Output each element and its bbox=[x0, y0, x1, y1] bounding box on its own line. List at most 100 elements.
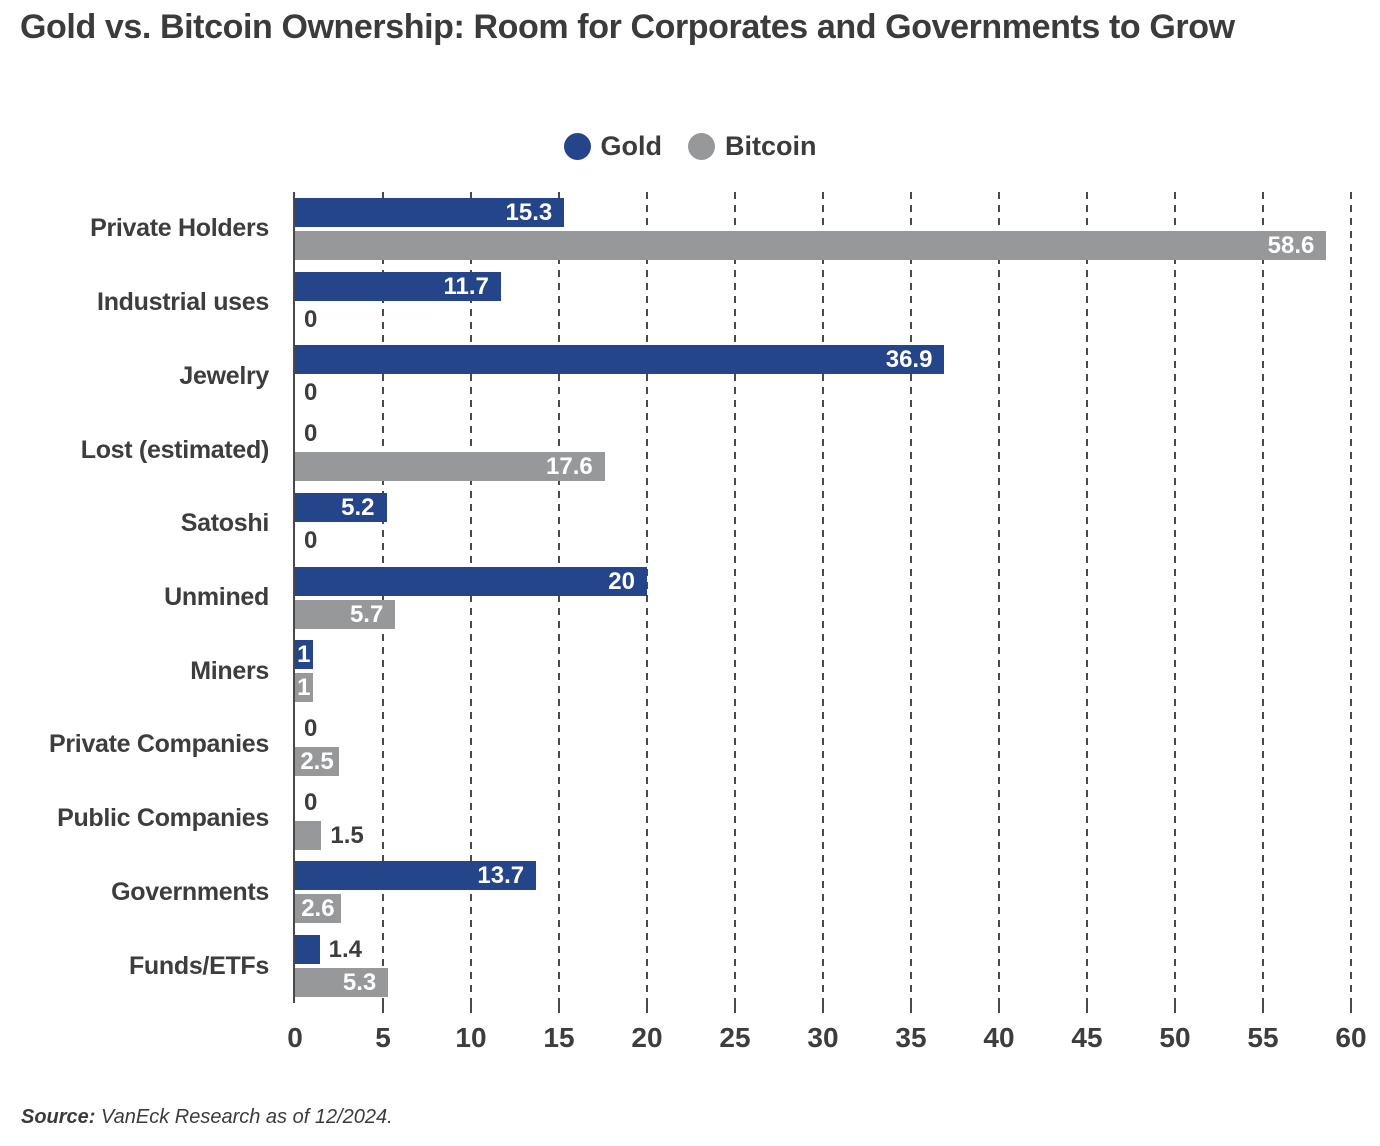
category-label: Funds/ETFs bbox=[128, 951, 269, 980]
legend-label-bitcoin: Bitcoin bbox=[725, 130, 817, 161]
category-label: Private Holders bbox=[90, 214, 269, 243]
x-axis-tick-labels: 0 5 10 15 20 25 30 35 40 45 50 55 60 bbox=[287, 1022, 1366, 1062]
gold-bar-row: 0 bbox=[295, 788, 1351, 817]
x-tick-label: 25 bbox=[719, 1022, 751, 1053]
bitcoin-bar-row: 5.3 bbox=[295, 968, 1351, 998]
bar-value-label: 1 bbox=[297, 641, 311, 669]
bar-value-label: 0 bbox=[304, 379, 318, 407]
gold-bar bbox=[295, 861, 537, 891]
bitcoin-bar-row: 0 bbox=[295, 378, 1351, 407]
category-label: Governments bbox=[111, 877, 269, 906]
category-label: Jewelry bbox=[179, 361, 269, 390]
gridline bbox=[1174, 192, 1176, 1003]
category-label: Private Companies bbox=[49, 730, 269, 759]
gridline bbox=[1350, 192, 1352, 1003]
category-label: Lost (estimated) bbox=[80, 435, 270, 464]
bar-value-label: 1 bbox=[297, 674, 311, 702]
gridline bbox=[470, 192, 472, 1003]
axis-tick-mark bbox=[470, 1003, 472, 1013]
bar-value-label: 20 bbox=[608, 567, 635, 595]
gold-bar-row: 15.3 bbox=[295, 197, 1351, 227]
x-tick-label: 55 bbox=[1247, 1022, 1279, 1053]
axis-tick-mark bbox=[1262, 1003, 1264, 1013]
category-label: Public Companies bbox=[57, 804, 269, 833]
bar-value-label: 0 bbox=[304, 788, 318, 816]
bar-value-label: 0 bbox=[304, 526, 318, 554]
axis-tick-mark bbox=[1086, 1003, 1088, 1013]
gold-legend-dot-icon bbox=[563, 132, 591, 160]
bitcoin-bar bbox=[295, 452, 605, 482]
bitcoin-bar-row: 2.6 bbox=[295, 894, 1351, 924]
x-tick-label: 40 bbox=[983, 1022, 1015, 1053]
y-axis-line bbox=[293, 192, 295, 1003]
gold-bar-row: 1 bbox=[295, 640, 1351, 670]
bar-value-label: 0 bbox=[304, 714, 318, 742]
legend-label-gold: Gold bbox=[600, 130, 663, 161]
bar-value-label: 1.5 bbox=[330, 821, 364, 849]
bitcoin-bar-row: 5.7 bbox=[295, 599, 1351, 629]
axis-tick-mark bbox=[1174, 1003, 1176, 1013]
x-tick-label: 10 bbox=[455, 1022, 487, 1053]
source-text: VanEck Research as of 12/2024. bbox=[95, 1106, 393, 1128]
gold-bar bbox=[295, 197, 565, 227]
gridline bbox=[734, 192, 736, 1003]
x-tick-label: 35 bbox=[895, 1022, 927, 1053]
category-label: Unmined bbox=[164, 582, 269, 611]
plot-area: 15.3 58.6 11.7 0 36.9 0 0 17.6 5.2 0 20 5.7 1 1 0 2.5 0 1… bbox=[293, 192, 1352, 1013]
legend-item-gold: Gold bbox=[563, 130, 663, 162]
bar-value-label: 0 bbox=[304, 420, 318, 448]
gridline bbox=[382, 192, 384, 1003]
bitcoin-legend-dot-icon bbox=[688, 132, 715, 160]
gold-bar bbox=[295, 566, 647, 596]
gridline bbox=[1086, 192, 1088, 1003]
axis-tick-mark bbox=[1350, 1003, 1352, 1013]
gold-bar bbox=[295, 271, 501, 301]
x-tick-label: 0 bbox=[287, 1022, 303, 1053]
x-tick-label: 60 bbox=[1335, 1022, 1367, 1053]
gridline bbox=[822, 192, 824, 1003]
bar-value-label: 15.3 bbox=[505, 198, 553, 226]
bar-value-label: 5.7 bbox=[349, 600, 384, 628]
x-tick-label: 15 bbox=[543, 1022, 575, 1053]
category-axis-labels: Private Holders Industrial uses Jewelry Los… bbox=[0, 192, 269, 1003]
legend: Gold Bitcoin bbox=[0, 128, 1380, 164]
x-tick-label: 20 bbox=[631, 1022, 663, 1053]
axis-tick-mark bbox=[382, 1003, 384, 1013]
axis-tick-mark bbox=[558, 1003, 560, 1013]
gridline bbox=[558, 192, 560, 1003]
bitcoin-bar bbox=[295, 968, 389, 998]
bar-value-label: 2.6 bbox=[301, 895, 335, 923]
bitcoin-bar-row: 1.5 bbox=[295, 820, 1351, 850]
gold-bar-row: 0 bbox=[295, 419, 1351, 448]
gridline bbox=[646, 192, 648, 1003]
gold-bar bbox=[295, 935, 320, 965]
gold-bar bbox=[295, 640, 313, 670]
x-tick-label: 5 bbox=[375, 1022, 391, 1053]
bitcoin-bar-row: 0 bbox=[295, 526, 1351, 555]
gridline bbox=[1262, 192, 1264, 1003]
axis-tick-mark bbox=[734, 1003, 736, 1013]
axis-tick-mark bbox=[998, 1003, 1000, 1013]
axis-tick-mark bbox=[646, 1003, 648, 1013]
bar-value-label: 13.7 bbox=[477, 862, 525, 890]
bar-value-label: 5.3 bbox=[342, 969, 377, 997]
bitcoin-bar-row: 2.5 bbox=[295, 746, 1351, 776]
gold-bar bbox=[295, 492, 387, 522]
bitcoin-bar-row: 0 bbox=[295, 305, 1351, 334]
gold-bar-row: 36.9 bbox=[295, 345, 1351, 375]
x-tick-label: 30 bbox=[807, 1022, 839, 1053]
bitcoin-bar bbox=[295, 673, 313, 703]
gridline bbox=[910, 192, 912, 1003]
gold-bar-row: 5.2 bbox=[295, 492, 1351, 522]
category-label: Industrial uses bbox=[97, 288, 269, 317]
bar-value-label: 0 bbox=[304, 305, 318, 333]
legend-item-bitcoin: Bitcoin bbox=[688, 131, 817, 162]
bitcoin-bar bbox=[295, 230, 1327, 260]
bar-value-label: 58.6 bbox=[1267, 231, 1315, 259]
chart-title: Gold vs. Bitcoin Ownership: Room for Cor… bbox=[20, 8, 1235, 46]
bar-value-label: 11.7 bbox=[443, 272, 489, 300]
bitcoin-bar bbox=[295, 820, 322, 850]
gold-bar-row: 0 bbox=[295, 714, 1351, 743]
category-label: Miners bbox=[190, 656, 269, 685]
bar-value-label: 1.4 bbox=[328, 936, 362, 964]
